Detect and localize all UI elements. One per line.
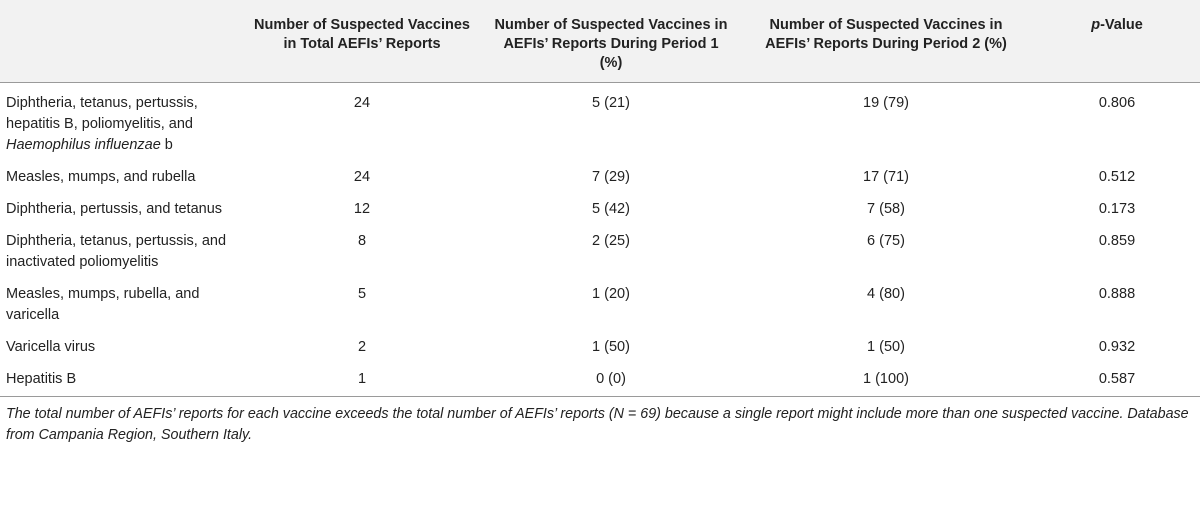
aefi-vaccine-table: Number of Suspected Vaccines in Total AE…: [0, 0, 1200, 397]
vaccine-name-tail: b: [160, 137, 173, 153]
header-p-value: p-Value: [1034, 0, 1200, 83]
p-value-cell: 0.888: [1098, 286, 1136, 302]
table-row: Diphtheria, tetanus, pertussis, hepatiti…: [0, 82, 1200, 162]
vaccine-table-container: Number of Suspected Vaccines in Total AE…: [0, 0, 1200, 443]
vaccine-name-cell: Hepatitis B: [0, 363, 240, 397]
period2-cell: 19 (79): [863, 95, 909, 111]
vaccine-name: Diphtheria, tetanus, pertussis, hepatiti…: [6, 95, 198, 132]
p-value-cell: 0.587: [1034, 363, 1200, 397]
vaccine-name-cell: Diphtheria, pertussis, and tetanus: [6, 201, 223, 217]
period1-cell: 1 (50): [592, 339, 630, 355]
period2-cell: 1 (50): [867, 339, 905, 355]
p-value-cell: 0.512: [1098, 169, 1136, 185]
table-row: Diphtheria, pertussis, and tetanus 12 5 …: [0, 193, 1200, 225]
period1-cell: 5 (21): [592, 95, 630, 111]
period2-cell: 4 (80): [867, 286, 905, 302]
vaccine-name-cell: Diphtheria, tetanus, pertussis, and inac…: [6, 233, 227, 270]
total-cell: 5: [357, 286, 367, 302]
period1-cell: 0 (0): [484, 363, 738, 397]
p-value-cell: 0.806: [1098, 95, 1136, 111]
table-row: Diphtheria, tetanus, pertussis, and inac…: [0, 225, 1200, 278]
header-vaccine: [0, 0, 240, 83]
vaccine-name-cell: Measles, mumps, and rubella: [6, 169, 196, 185]
period2-cell: 17 (71): [863, 169, 909, 185]
table-row: Measles, mumps, and rubella 24 7 (29) 17…: [0, 161, 1200, 193]
p-value-cell: 0.859: [1098, 233, 1136, 249]
header-p-rest: -Value: [1100, 17, 1143, 33]
total-cell: 24: [353, 169, 371, 185]
header-period-1: Number of Suspected Vaccines in AEFIs’ R…: [494, 17, 728, 71]
header-total-reports: Number of Suspected Vaccines in Total AE…: [254, 17, 470, 52]
table-row: Hepatitis B 1 0 (0) 1 (100) 0.587: [0, 363, 1200, 397]
period1-cell: 5 (42): [592, 201, 630, 217]
p-value-cell: 0.173: [1098, 201, 1136, 217]
header-row: Number of Suspected Vaccines in Total AE…: [0, 0, 1200, 83]
period1-cell: 2 (25): [592, 233, 630, 249]
period2-cell: 1 (100): [738, 363, 1034, 397]
total-cell: 2: [357, 339, 367, 355]
vaccine-name-cell: Diphtheria, tetanus, pertussis, hepatiti…: [0, 83, 240, 162]
total-cell: 1: [240, 363, 484, 397]
period1-cell: 1 (20): [592, 286, 630, 302]
table-footnote: The total number of AEFIs’ reports for e…: [6, 406, 1189, 443]
p-value-cell: 0.932: [1098, 339, 1136, 355]
header-p-italic: p: [1091, 17, 1101, 33]
header-period-2: Number of Suspected Vaccines in AEFIs’ R…: [765, 17, 1007, 52]
period2-cell: 6 (75): [867, 233, 905, 249]
total-cell: 24: [353, 95, 371, 111]
period2-cell: 7 (58): [867, 201, 905, 217]
table-body: Diphtheria, tetanus, pertussis, hepatiti…: [0, 82, 1200, 397]
total-cell: 8: [357, 233, 367, 249]
table-row: Varicella virus 2 1 (50) 1 (50) 0.932: [0, 331, 1200, 363]
table-row: Measles, mumps, rubella, and varicella 5…: [0, 278, 1200, 331]
period1-cell: 7 (29): [592, 169, 630, 185]
total-cell: 12: [353, 201, 371, 217]
vaccine-name-cell: Varicella virus: [6, 339, 96, 355]
vaccine-name-cell: Measles, mumps, rubella, and varicella: [6, 286, 200, 323]
table-header: Number of Suspected Vaccines in Total AE…: [0, 0, 1200, 83]
vaccine-name-italic: Haemophilus influenzae: [6, 137, 161, 153]
